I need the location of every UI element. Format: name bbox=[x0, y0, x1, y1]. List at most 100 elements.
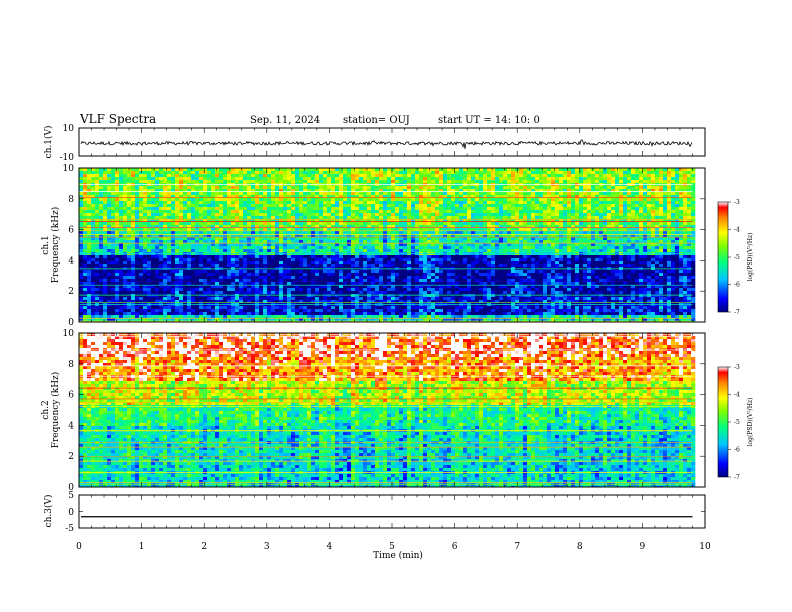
spectrogram-cell bbox=[339, 210, 344, 214]
spectrogram-cell bbox=[103, 186, 108, 190]
spectrogram-cell bbox=[423, 288, 428, 292]
spectrogram-cell bbox=[295, 177, 300, 181]
ch1-waveform-panel: 10 -10 ch.1(V) bbox=[43, 124, 706, 163]
spectrogram-cell bbox=[339, 174, 344, 178]
spectrogram-cell bbox=[151, 261, 156, 265]
spectrogram-cell bbox=[127, 300, 132, 304]
spectrogram-cell bbox=[147, 195, 152, 199]
spectrogram-cell bbox=[211, 258, 216, 262]
spectrogram-cell bbox=[179, 258, 184, 262]
spectrogram-cell bbox=[375, 186, 380, 190]
spectrogram-cell bbox=[287, 186, 292, 190]
spectrogram-cell bbox=[347, 237, 352, 241]
spectrogram-cell bbox=[163, 276, 168, 280]
spectrogram-cell bbox=[79, 219, 84, 223]
spectrogram-cell bbox=[131, 297, 136, 301]
spectrogram-cell bbox=[359, 237, 364, 241]
spectrogram-cell bbox=[211, 321, 216, 322]
spectrogram-cell bbox=[291, 177, 296, 181]
spectrogram-cell bbox=[395, 198, 400, 202]
spectrogram-cell bbox=[255, 231, 260, 235]
ch1-ytick-top: 10 bbox=[63, 124, 75, 134]
spectrogram-cell bbox=[327, 243, 332, 247]
spectrogram-cell bbox=[287, 213, 292, 217]
spectrogram-cell bbox=[239, 204, 244, 208]
spectrogram-cell bbox=[283, 270, 288, 274]
spectrogram-cell bbox=[275, 231, 280, 235]
spectrogram-cell bbox=[431, 315, 436, 319]
spectrogram-cell bbox=[415, 315, 420, 319]
spectrogram-cell bbox=[167, 264, 172, 268]
spectrogram-cell bbox=[107, 234, 112, 238]
spectrogram-cell bbox=[271, 195, 276, 199]
spectrogram-cell bbox=[387, 246, 392, 250]
spectrogram-cell bbox=[187, 231, 192, 235]
spectrogram-cell bbox=[307, 213, 312, 217]
spectrogram-cell bbox=[227, 192, 232, 196]
spectrogram-cell bbox=[339, 282, 344, 286]
spectrogram-cell bbox=[91, 201, 96, 205]
spectrogram-cell bbox=[151, 279, 156, 283]
spectrogram-cell bbox=[115, 321, 120, 322]
spectrogram-cell bbox=[219, 237, 224, 241]
spectrogram-cell bbox=[279, 309, 284, 313]
spectrogram-cell bbox=[191, 288, 196, 292]
spectrogram-cell bbox=[283, 216, 288, 220]
spectrogram-cell bbox=[319, 231, 324, 235]
spectrogram-cell bbox=[187, 174, 192, 178]
spectrogram-cell bbox=[427, 249, 432, 253]
spectrogram-cell bbox=[111, 264, 116, 268]
spectrogram-cell bbox=[255, 282, 260, 286]
spectrogram-cell bbox=[347, 285, 352, 289]
spectrogram-cell bbox=[103, 231, 108, 235]
spectrogram-cell bbox=[427, 222, 432, 226]
spectrogram-cell bbox=[111, 207, 116, 211]
spectrogram-cell bbox=[327, 174, 332, 178]
spectrogram-cell bbox=[355, 276, 360, 280]
spectrogram-cell bbox=[339, 231, 344, 235]
spectrogram-cell bbox=[263, 180, 268, 184]
spectrogram-cell bbox=[107, 216, 112, 220]
spectrogram-cell bbox=[443, 177, 448, 181]
spectrogram-cell bbox=[143, 180, 148, 184]
spectrogram-cell bbox=[199, 210, 204, 214]
spectrogram-cell bbox=[91, 264, 96, 268]
spectrogram-cell bbox=[227, 255, 232, 259]
spectrogram-cell bbox=[171, 222, 176, 226]
spectrogram-cell bbox=[303, 171, 308, 175]
spectrogram-cell bbox=[187, 204, 192, 208]
spectrogram-cell bbox=[435, 306, 440, 310]
spectrogram-cell bbox=[239, 201, 244, 205]
spectrogram-cell bbox=[107, 276, 112, 280]
spectrogram-cell bbox=[307, 228, 312, 232]
spectrogram-cell bbox=[171, 321, 176, 322]
spectrogram-cell bbox=[375, 249, 380, 253]
spectrogram-cell bbox=[271, 207, 276, 211]
spectrogram-cell bbox=[91, 192, 96, 196]
spectrogram-cell bbox=[191, 297, 196, 301]
spectrogram-cell bbox=[399, 240, 404, 244]
spectrogram-cell bbox=[315, 189, 320, 193]
spectrogram-cell bbox=[411, 234, 416, 238]
spectrogram-cell bbox=[367, 273, 372, 277]
spectrogram-cell bbox=[207, 216, 212, 220]
spectrogram-cell bbox=[327, 300, 332, 304]
spectrogram-cell bbox=[367, 207, 372, 211]
spectrogram-cell bbox=[227, 282, 232, 286]
spectrogram-cell bbox=[375, 234, 380, 238]
spectrogram-cell bbox=[183, 186, 188, 190]
spectrogram-cell bbox=[151, 276, 156, 280]
spectrogram-cell bbox=[183, 210, 188, 214]
spectrogram-cell bbox=[99, 285, 104, 289]
spectrogram-cell bbox=[107, 270, 112, 274]
spectrogram-cell bbox=[103, 216, 108, 220]
spectrogram-cell bbox=[95, 207, 100, 211]
spectrogram-cell bbox=[335, 195, 340, 199]
spectrogram-cell bbox=[199, 279, 204, 283]
spectrogram-cell bbox=[387, 207, 392, 211]
spectrogram-cell bbox=[191, 270, 196, 274]
spectrogram-cell bbox=[83, 243, 88, 247]
spectrogram-cell bbox=[443, 312, 448, 316]
spectrogram-cell bbox=[331, 258, 336, 262]
spectrogram-cell bbox=[371, 204, 376, 208]
